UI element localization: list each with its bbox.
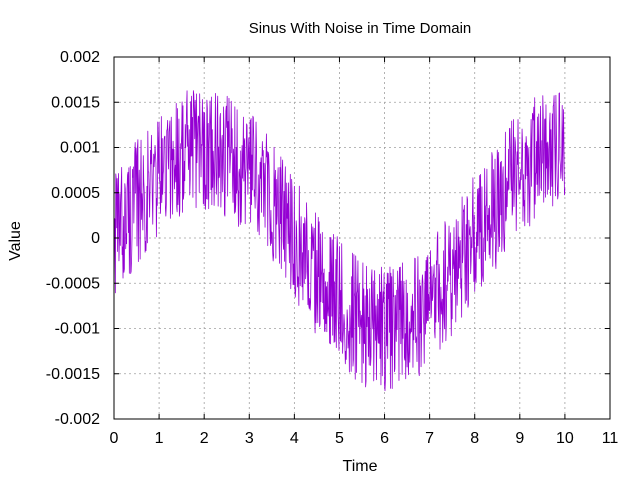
x-tick-label: 5 [335,430,344,447]
x-tick-label: 1 [155,430,164,447]
x-tick-label: 6 [380,430,389,447]
y-tick-label: 0.0005 [51,185,100,202]
y-tick-label: 0.002 [60,49,100,66]
x-tick-label: 2 [200,430,209,447]
x-tick-label: 7 [425,430,434,447]
x-axis-title: Time [343,458,378,475]
x-tick-label: 10 [556,430,574,447]
y-tick-label: 0.0015 [51,94,100,111]
grid-lines [114,57,610,419]
x-tick-label: 0 [110,430,119,447]
axis-ticks: 0 1 2 3 4 5 6 7 8 9 10 11 -0.002 -0.0015 -0.001 -0.0005… [46,49,619,447]
y-axis-title: Value [7,221,24,261]
x-tick-label: 4 [290,430,299,447]
x-tick-label: 3 [245,430,254,447]
series-line [113,90,566,392]
y-tick-label: -0.001 [55,321,100,338]
x-tick-label: 8 [470,430,479,447]
y-tick-label: -0.0015 [46,366,100,383]
y-tick-label: -0.0005 [46,275,100,292]
chart-title: Sinus With Noise in Time Domain [249,20,472,37]
x-tick-label: 9 [515,430,524,447]
y-tick-label: -0.002 [55,411,100,428]
series-layer [113,90,566,392]
y-tick-label: 0.001 [60,140,100,157]
y-tick-label: 0 [91,230,100,247]
x-tick-label: 11 [602,430,619,447]
